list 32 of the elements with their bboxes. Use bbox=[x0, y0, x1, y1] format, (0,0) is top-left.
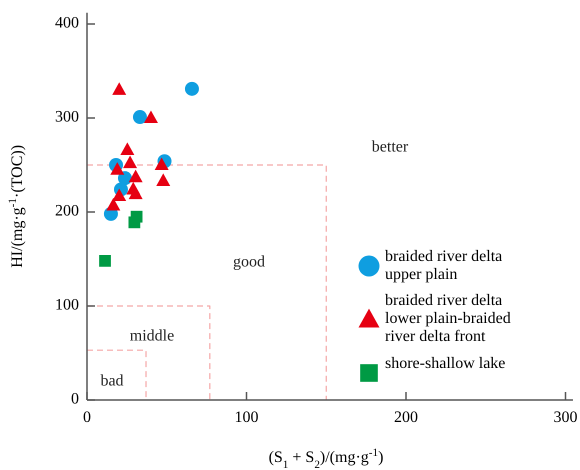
y-tick-label: 400 bbox=[55, 14, 79, 32]
legend-label: shore-shallow lake bbox=[385, 354, 506, 372]
point bbox=[112, 82, 126, 95]
annotation: good bbox=[233, 254, 265, 271]
point bbox=[128, 170, 143, 182]
point bbox=[99, 255, 111, 267]
x-tick-label: 100 bbox=[234, 409, 258, 426]
point bbox=[112, 188, 126, 202]
y-tick-label: 0 bbox=[71, 390, 79, 408]
point bbox=[128, 216, 140, 228]
point bbox=[106, 198, 120, 210]
point bbox=[123, 156, 138, 168]
x-tick-label: 300 bbox=[554, 409, 578, 426]
point bbox=[184, 82, 199, 96]
y-tick-label: 200 bbox=[55, 202, 79, 220]
annotation: bad bbox=[100, 372, 124, 390]
legend-label: braided river delta upper plain bbox=[385, 248, 502, 283]
point bbox=[156, 173, 170, 186]
y-tick-label: 300 bbox=[55, 108, 79, 126]
x-axis-title: (S$_{1}$ + S$_{2}$)/(mg·g$^{-1}$) bbox=[268, 447, 384, 470]
point bbox=[144, 110, 158, 124]
annotation: middle bbox=[130, 328, 174, 345]
point bbox=[154, 157, 169, 170]
point bbox=[128, 186, 143, 200]
legend-label: braided river delta lower plain-braided river delta front bbox=[385, 292, 511, 345]
x-tick-label: 0 bbox=[83, 409, 91, 426]
y-tick-label: 100 bbox=[55, 296, 79, 314]
point bbox=[132, 110, 147, 124]
point bbox=[120, 142, 134, 155]
x-tick-label: 200 bbox=[394, 409, 418, 426]
annotation: better bbox=[372, 138, 409, 156]
point bbox=[110, 162, 124, 175]
